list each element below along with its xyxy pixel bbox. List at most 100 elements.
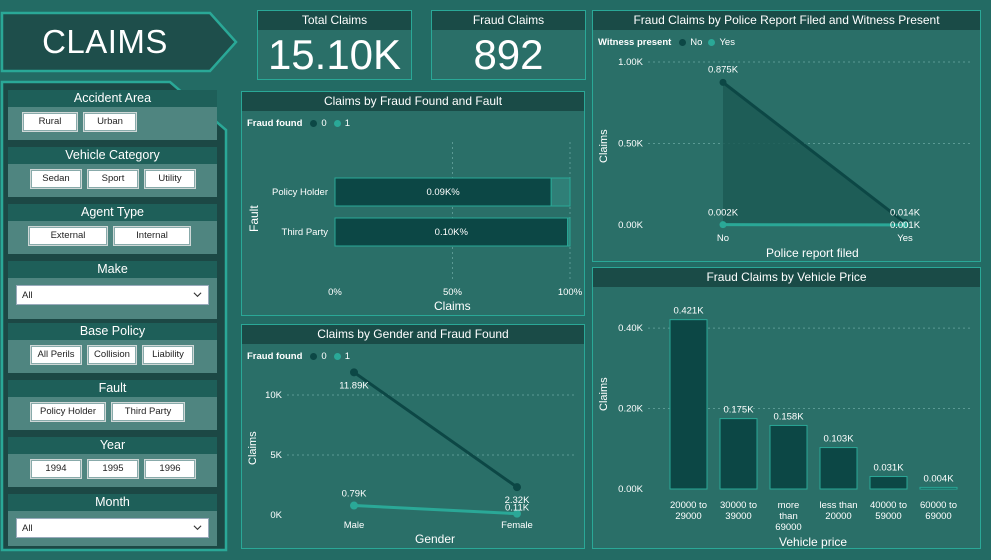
category-label: Female	[501, 520, 533, 531]
page-title: CLAIMS	[42, 23, 168, 60]
legend-dot-icon	[679, 39, 687, 46]
police-legend-no: No	[690, 37, 703, 48]
data-label: 0.875K	[708, 64, 739, 75]
category-label: Yes	[897, 233, 913, 244]
slicer-title: Base Policy	[8, 323, 217, 340]
chip-base-policy-all-perils[interactable]: All Perils	[30, 345, 82, 365]
data-point[interactable]	[719, 221, 727, 229]
chip-agent-type-internal[interactable]: Internal	[113, 226, 191, 246]
tick-label: 0%	[328, 287, 342, 298]
chip-agent-type-external[interactable]: External	[28, 226, 108, 246]
bar-third-party-fraud-1[interactable]	[567, 217, 571, 247]
slicer-title: Fault	[8, 380, 217, 397]
price-chart-card[interactable]: Fraud Claims by Vehicle Price 0.00K 0.20K…	[592, 267, 981, 549]
police-legend: Witness present No Yes	[598, 37, 735, 48]
chip-accident-area-rural[interactable]: Rural	[22, 112, 78, 132]
gender-ylabel: Claims	[247, 431, 259, 465]
bar-third-party-fraud-0[interactable]	[334, 217, 569, 247]
data-point[interactable]	[719, 78, 727, 86]
gender-chart: 0K 5K 10K 11.89K 2.32K 0.79K 0.11K Male Female	[265, 368, 577, 531]
police-chart: 0.00K 0.50K 1.00K 0.875K 0.014K 0.002K 0.001K N…	[618, 57, 973, 244]
fraud-claims-value: 892	[473, 31, 544, 78]
bar-less-than-20000[interactable]	[819, 447, 858, 490]
data-label: 0.004K	[923, 473, 954, 484]
price-chart-title: Fraud Claims by Vehicle Price	[593, 268, 980, 287]
fault-ylabel: Fault	[247, 205, 261, 232]
chip-base-policy-liability[interactable]: Liability	[142, 345, 194, 365]
category-label: 40000 to 59000	[870, 500, 907, 522]
chip-year-1996[interactable]: 1996	[144, 459, 196, 479]
data-point[interactable]	[350, 368, 358, 377]
fault-legend: Fraud found 0 1	[247, 118, 350, 129]
police-legend-yes: Yes	[719, 37, 735, 48]
data-label: 0.031K	[873, 463, 904, 474]
slicer-fault: Fault Policy Holder Third Party	[8, 380, 217, 430]
total-claims-label: Total Claims	[258, 11, 411, 30]
chip-year-1994[interactable]: 1994	[30, 459, 82, 479]
dropdown-make[interactable]: All	[16, 285, 209, 305]
police-legend-title: Witness present	[598, 37, 672, 48]
data-label: 11.89K	[339, 380, 369, 391]
police-chart-card[interactable]: Fraud Claims by Police Report Filed and …	[592, 10, 981, 262]
total-claims-value: 15.10K	[267, 31, 402, 78]
total-claims-card: Total Claims 15.10K	[257, 10, 412, 80]
tick-label: 0.20K	[618, 404, 643, 415]
category-label: Third Party	[282, 227, 329, 238]
bar-20000-to-29000[interactable]	[669, 319, 708, 490]
bar-40000-to-59000[interactable]	[869, 476, 908, 490]
legend-dot-icon	[310, 353, 318, 360]
chip-year-1995[interactable]: 1995	[87, 459, 139, 479]
tick-label: 100%	[558, 287, 583, 298]
bar-policy-holder-fraud-1[interactable]	[550, 177, 571, 207]
data-label: 0.175K	[723, 405, 754, 416]
chip-fault-third-party[interactable]: Third Party	[111, 402, 185, 422]
legend-dot-icon	[333, 120, 341, 127]
slicer-title: Accident Area	[8, 90, 217, 107]
bar-30000-to-39000[interactable]	[719, 418, 758, 490]
bar-policy-holder-fraud-0[interactable]	[334, 177, 552, 207]
fault-chart-card[interactable]: Claims by Fraud Found and Fault Fraud fo…	[241, 91, 585, 316]
fault-chart: 0% 50% 100% Policy Holder 0.09K% Third Party 0…	[272, 142, 583, 298]
tick-label: 10K	[265, 390, 283, 401]
bar-60000-to-69000[interactable]	[919, 486, 958, 490]
data-label: 0.001K	[890, 220, 921, 231]
tick-label: 0.00K	[618, 484, 643, 495]
chevron-down-icon	[193, 525, 202, 531]
data-point[interactable]	[513, 509, 521, 518]
chip-base-policy-collision[interactable]: Collision	[87, 345, 137, 365]
dropdown-value: All	[22, 290, 33, 301]
price-chart: 0.00K 0.20K 0.40K 0.421K 20000 to 29000 0.175K…	[618, 306, 973, 533]
gender-legend: Fraud found 0 1	[247, 351, 350, 362]
series-line-0	[353, 371, 518, 489]
fault-legend-0: 0	[321, 118, 327, 129]
police-xlabel: Police report filed	[766, 246, 859, 260]
fault-legend-1: 1	[344, 118, 350, 129]
slicer-base-policy: Base Policy All Perils Collision Liability	[8, 323, 217, 373]
category-label: Policy Holder	[272, 187, 328, 198]
tick-label: 50%	[443, 287, 463, 298]
data-label: 0.10K%	[435, 227, 469, 238]
gender-legend-1: 1	[344, 351, 350, 362]
data-point[interactable]	[350, 501, 358, 510]
gender-xlabel: Gender	[415, 532, 456, 546]
gender-chart-title: Claims by Gender and Fraud Found	[242, 325, 584, 344]
fraud-claims-label: Fraud Claims	[432, 11, 585, 30]
data-point[interactable]	[901, 221, 909, 229]
category-label: No	[717, 233, 729, 244]
category-label: 60000 to 69000	[920, 500, 957, 522]
chip-fault-policy-holder[interactable]: Policy Holder	[30, 402, 106, 422]
slicer-month: Month All	[8, 494, 217, 546]
fault-chart-title: Claims by Fraud Found and Fault	[242, 92, 584, 111]
chip-vehicle-category-sport[interactable]: Sport	[87, 169, 139, 189]
dropdown-month[interactable]: All	[16, 518, 209, 538]
fraud-claims-card: Fraud Claims 892	[431, 10, 586, 80]
gender-chart-card[interactable]: Claims by Gender and Fraud Found Fraud f…	[241, 324, 585, 549]
chip-vehicle-category-utility[interactable]: Utility	[144, 169, 196, 189]
price-ylabel: Claims	[598, 377, 610, 411]
bar-more-than-69000[interactable]	[769, 424, 808, 490]
data-label: 0.11K	[505, 503, 530, 514]
data-point[interactable]	[513, 483, 521, 492]
chip-accident-area-urban[interactable]: Urban	[83, 112, 137, 132]
chip-vehicle-category-sedan[interactable]: Sedan	[30, 169, 82, 189]
slicer-accident-area: Accident Area Rural Urban	[8, 90, 217, 140]
